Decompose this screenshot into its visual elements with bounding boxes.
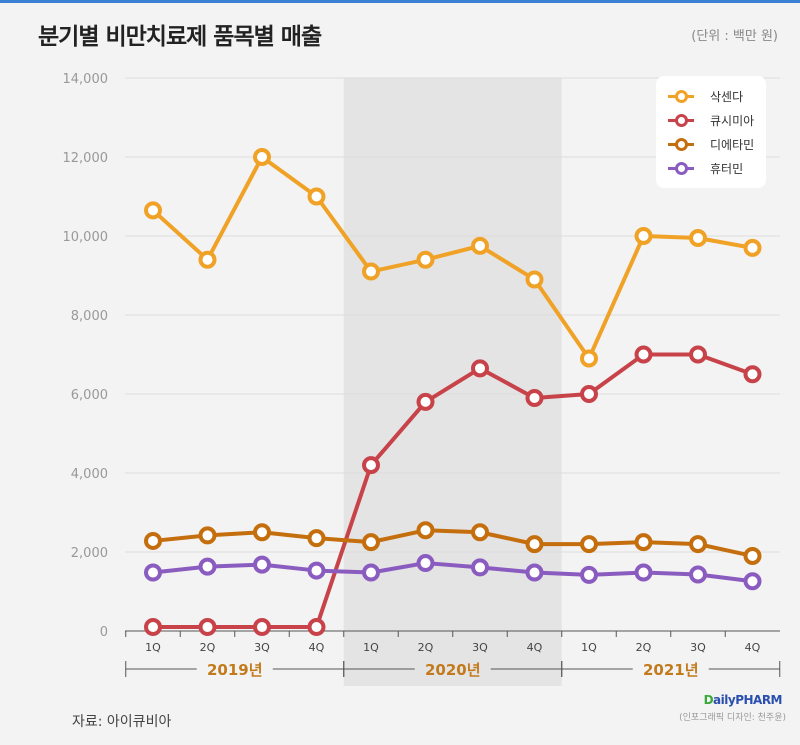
data-point [634, 227, 653, 245]
unit-label: (단위 : 백만 원) [691, 29, 778, 44]
y-tick-label: 4,000 [71, 467, 108, 482]
data-point [471, 558, 489, 577]
legend-swatch-icon [668, 89, 694, 103]
x-tick-label: 2Q [636, 641, 652, 654]
legend-item: 디에타민 [668, 132, 766, 156]
dailypharm-logo: DailyPHARM [703, 693, 783, 707]
x-tick-label: 3Q [690, 641, 706, 654]
data-point [253, 618, 271, 637]
y-tick-label: 2,000 [71, 546, 108, 561]
data-point [253, 523, 271, 542]
data-point [198, 250, 217, 269]
data-point [689, 535, 707, 554]
line-chart: 0 2,000 4,000 6,000 8,000 10,000 12,000 14,000 1… [63, 72, 781, 686]
data-point [144, 201, 162, 220]
data-point [307, 618, 326, 637]
x-tick-label: 3Q [472, 641, 488, 654]
data-point [416, 392, 435, 411]
data-point [525, 535, 544, 554]
y-tick-label: 8,000 [71, 309, 108, 324]
data-point [144, 618, 162, 637]
data-point [362, 533, 380, 552]
data-point [198, 557, 217, 576]
data-point [743, 546, 762, 565]
data-point [307, 529, 326, 548]
data-point [743, 238, 762, 257]
legend-label: 큐시미아 [710, 113, 755, 128]
series-line-디에타민 [152, 528, 753, 558]
data-point [525, 388, 544, 407]
x-tick-label: 4Q [309, 641, 325, 654]
legend-label: 디에타민 [710, 137, 755, 152]
legend-label: 휴터민 [710, 161, 744, 176]
legend-item: 삭센다 [668, 84, 766, 108]
data-point [362, 563, 380, 582]
y-tick-label: 10,000 [63, 230, 109, 245]
x-tick-label: 4Q [527, 641, 543, 654]
y-tick-label: 12,000 [63, 151, 109, 166]
y-tick-label: 0 [100, 625, 108, 640]
data-point [198, 618, 217, 637]
data-point [580, 565, 598, 584]
design-credit: (인포그래픽 디자인: 천주윤) [679, 713, 786, 723]
data-point [198, 526, 217, 545]
data-point [525, 270, 544, 289]
data-point [525, 563, 544, 582]
data-point [416, 521, 435, 540]
highlight-band-2020 [343, 78, 562, 686]
legend-swatch-icon [668, 113, 694, 127]
x-tick-label: 2Q [200, 641, 216, 654]
data-point [471, 236, 489, 255]
data-point [471, 359, 489, 378]
legend-item: 큐시미아 [668, 108, 766, 132]
year-label: 2020년 [425, 661, 481, 679]
series-line-휴터민 [152, 561, 753, 584]
x-tick-label: 1Q [581, 641, 597, 654]
data-point [253, 555, 271, 574]
year-label: 2021년 [643, 661, 699, 679]
data-point [743, 365, 762, 384]
x-tick-label: 1Q [145, 641, 161, 654]
chart-title: 분기별 비만치료제 품목별 매출 [38, 24, 322, 50]
data-point [144, 531, 162, 550]
data-point [580, 349, 598, 368]
data-point [471, 523, 489, 542]
series-line-삭센다 [151, 155, 753, 361]
legend-item: 휴터민 [668, 156, 766, 180]
legend-label: 삭센다 [710, 89, 744, 104]
data-point [580, 385, 598, 403]
x-tick-label: 3Q [254, 641, 270, 654]
year-label: 2019년 [207, 661, 263, 679]
data-point [689, 565, 707, 584]
data-point [307, 561, 326, 580]
x-tick-label: 2Q [418, 641, 434, 654]
y-tick-label: 14,000 [63, 72, 109, 87]
y-tick-label: 6,000 [71, 388, 108, 403]
data-point [416, 250, 435, 269]
data-point [743, 572, 762, 591]
data-point [634, 345, 653, 364]
x-tick-label: 1Q [363, 641, 379, 654]
data-point [634, 563, 653, 582]
data-point [362, 456, 380, 475]
data-point [689, 228, 707, 247]
data-point [253, 148, 271, 166]
legend-swatch-icon [668, 161, 694, 175]
legend-swatch-icon [668, 137, 694, 151]
data-point [689, 345, 707, 364]
x-tick-label: 4Q [745, 641, 761, 654]
series-line-큐시미아 [153, 352, 754, 630]
data-point [634, 533, 653, 552]
data-point [416, 554, 435, 573]
data-point [580, 535, 598, 554]
data-point [307, 187, 326, 206]
source-note: 자료: 아이큐비아 [72, 714, 172, 730]
data-point [144, 563, 162, 582]
data-point [362, 262, 380, 281]
